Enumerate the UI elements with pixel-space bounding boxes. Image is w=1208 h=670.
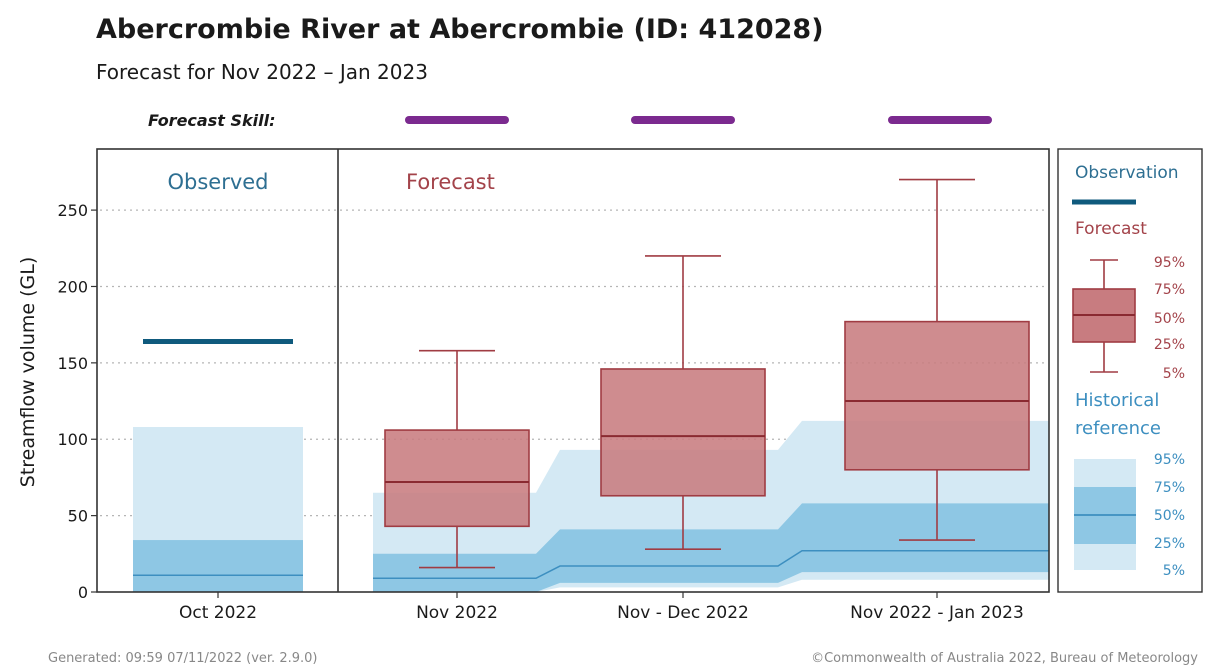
legend-hist-pct-75%: 75% — [1154, 480, 1185, 496]
x-tick-label-0: Oct 2022 — [179, 603, 257, 623]
legend-hist-pct-25%: 25% — [1154, 536, 1185, 552]
y-axis-label: Streamflow volume (GL) — [17, 257, 39, 487]
y-tick-label-200: 200 — [57, 277, 88, 296]
y-tick-label-50: 50 — [68, 507, 88, 526]
x-tick-label-3: Nov 2022 - Jan 2023 — [850, 603, 1024, 623]
generated-timestamp: Generated: 09:59 07/11/2022 (ver. 2.9.0) — [48, 651, 318, 666]
x-tick-label-1: Nov 2022 — [416, 603, 498, 623]
y-tick-label-150: 150 — [57, 354, 88, 373]
forecast-skill-label: Forecast Skill: — [148, 111, 275, 130]
hist-band-inner-oct — [133, 540, 303, 592]
forecast-box-2 — [844, 320, 1030, 471]
forecast-box-0 — [384, 429, 530, 528]
x-tick-label-2: Nov - Dec 2022 — [617, 603, 749, 623]
chart-subtitle: Forecast for Nov 2022 – Jan 2023 — [96, 60, 428, 84]
legend-forecast-label: Forecast — [1075, 219, 1147, 239]
y-tick-label-0: 0 — [78, 583, 88, 602]
y-tick-label-100: 100 — [57, 430, 88, 449]
chart-title: Abercrombie River at Abercrombie (ID: 41… — [96, 14, 824, 45]
y-tick-label-250: 250 — [57, 201, 88, 220]
legend-historical-label-1: Historical — [1075, 390, 1159, 411]
legend-forecast-pct-25%: 25% — [1154, 337, 1185, 353]
legend-hist-pct-50%: 50% — [1154, 508, 1185, 524]
legend-forecast-pct-75%: 75% — [1154, 282, 1185, 298]
hist-band-inner-forecast — [373, 503, 1049, 592]
forecast-box-1 — [600, 368, 766, 497]
legend-observation-label: Observation — [1075, 163, 1179, 183]
observed-panel-label: Observed — [167, 170, 268, 194]
legend-hist-pct-95%: 95% — [1154, 452, 1185, 468]
plot-frame — [96, 148, 1050, 593]
hist-median-forecast — [373, 550, 1049, 580]
legend-forecast-pct-5%: 5% — [1163, 366, 1185, 382]
legend-hist-pct-5%: 5% — [1163, 563, 1185, 579]
forecast-panel-label: Forecast — [406, 170, 495, 194]
legend-historical-label-2: reference — [1075, 418, 1161, 439]
legend-frame — [1057, 148, 1203, 593]
legend-forecast-pct-50%: 50% — [1154, 311, 1185, 327]
copyright-notice: ©Commonwealth of Australia 2022, Bureau … — [811, 651, 1198, 666]
streamflow-chart: Forecast Skill: Observed Forecast 0 50 100… — [17, 111, 1203, 623]
legend-forecast-pct-95%: 95% — [1154, 255, 1185, 271]
